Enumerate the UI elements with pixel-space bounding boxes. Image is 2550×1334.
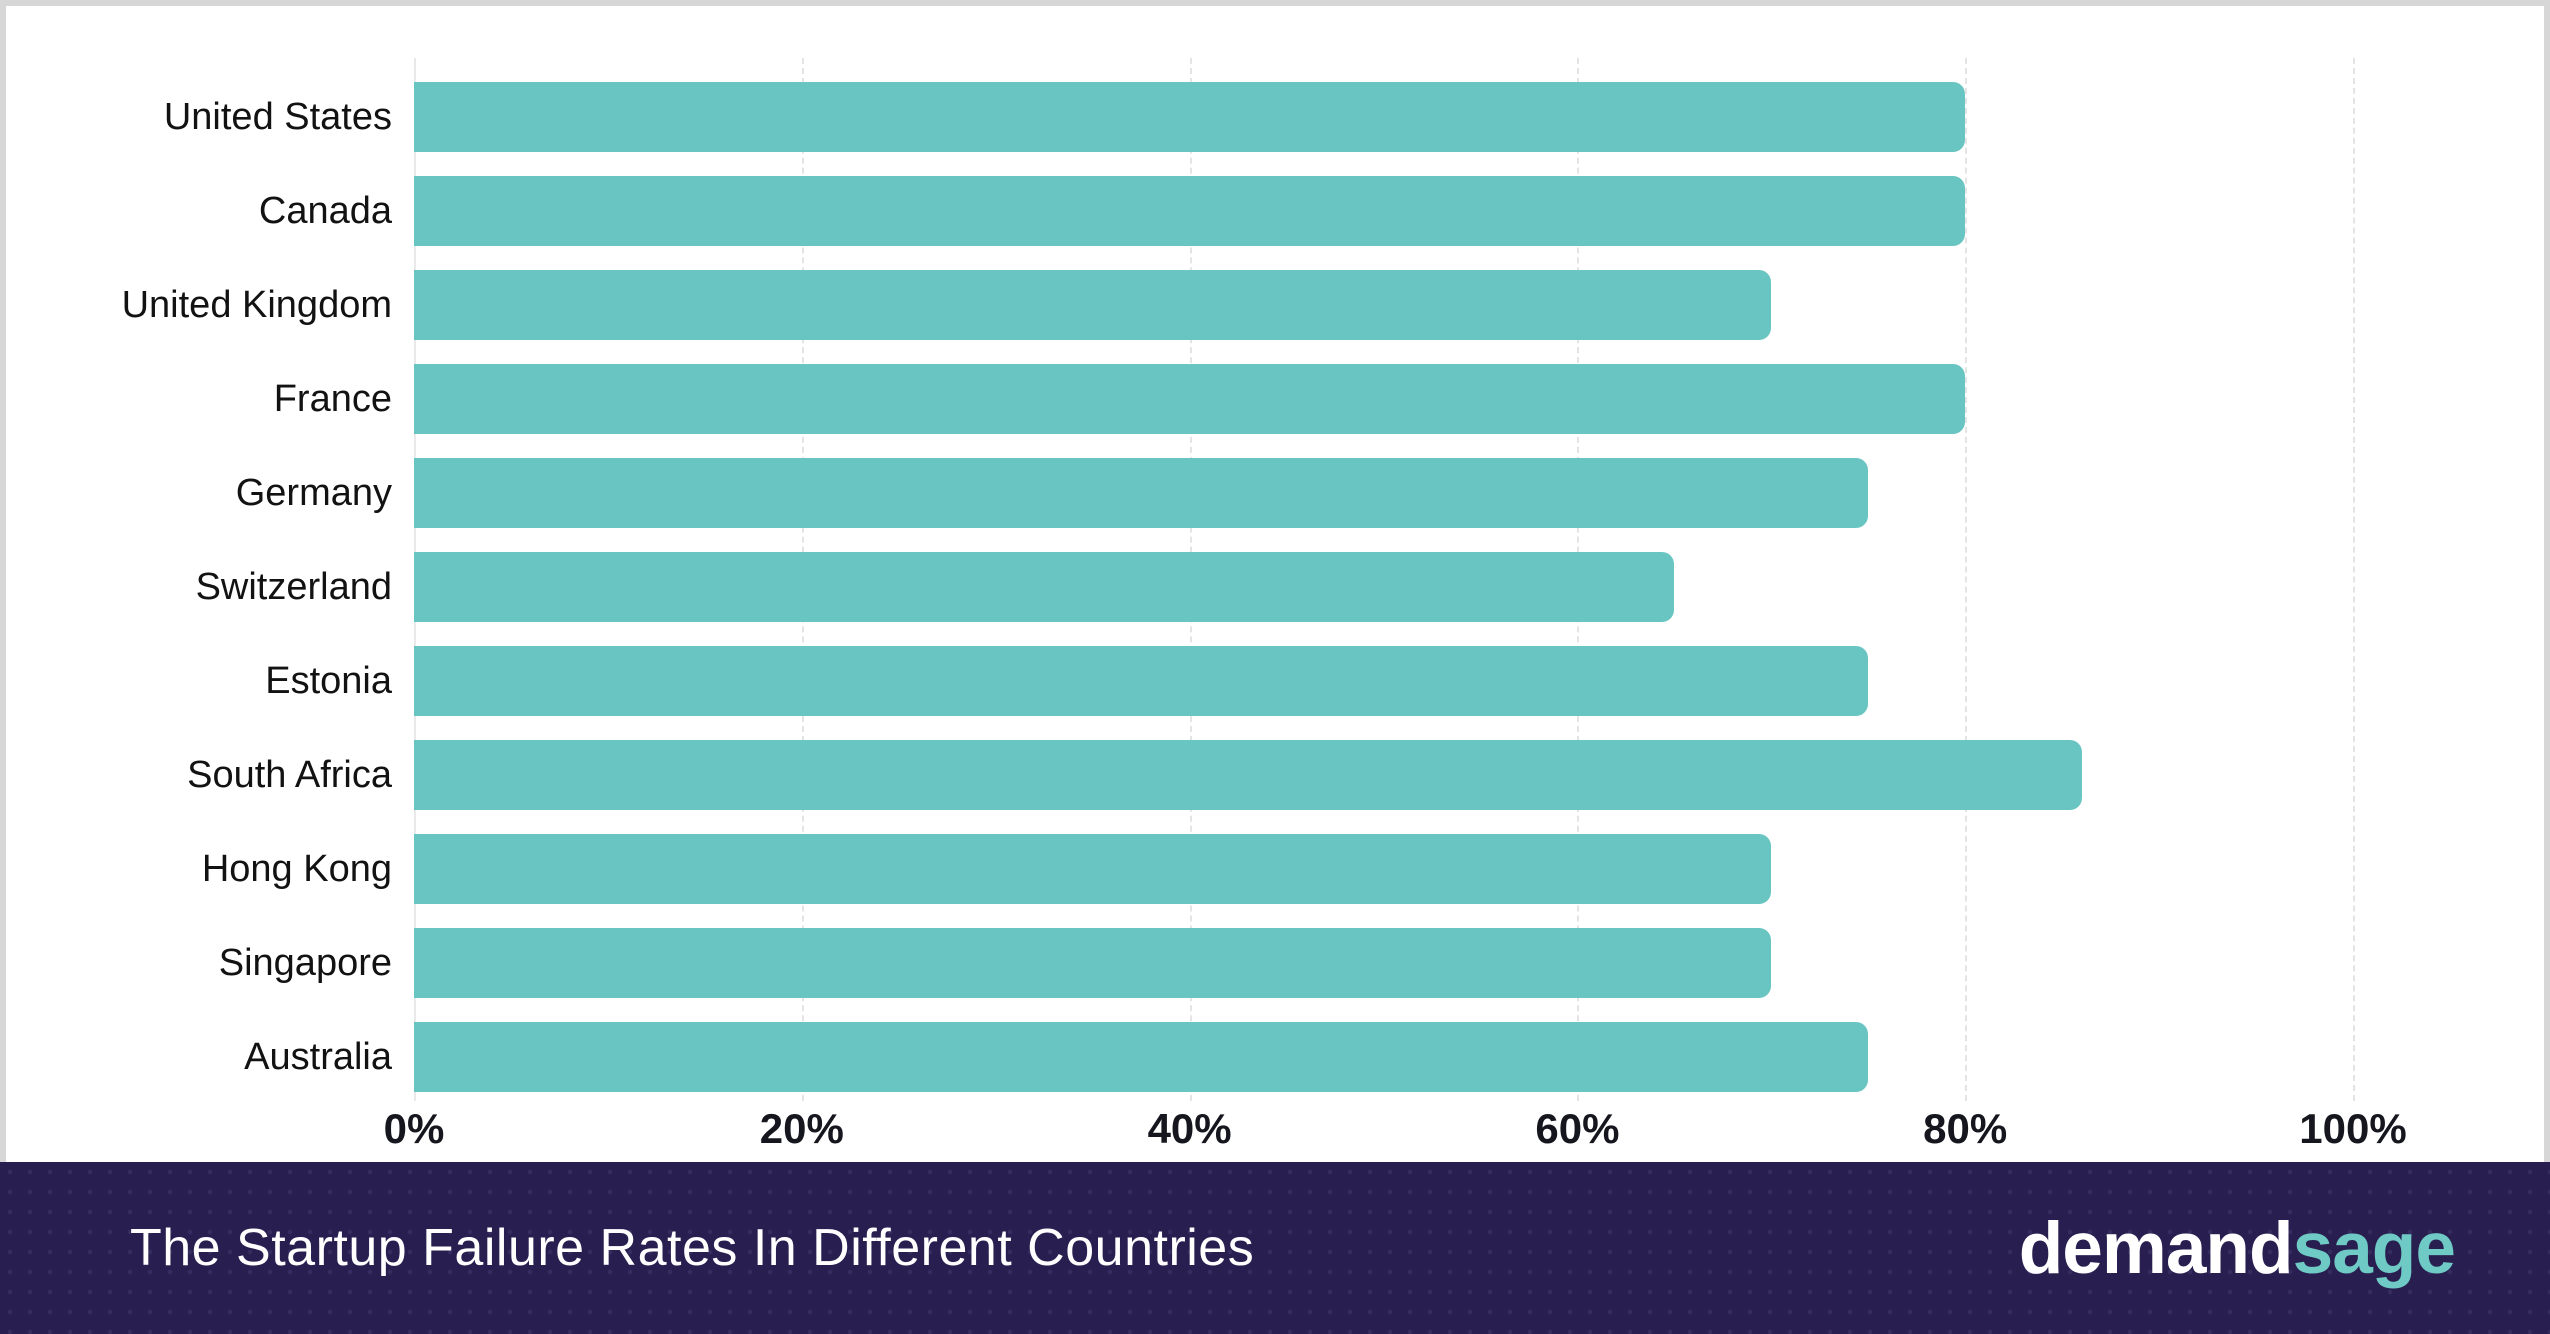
category-label: Singapore [218, 942, 392, 984]
x-tick-label: 60% [1535, 1105, 1620, 1152]
category-label: Estonia [265, 660, 392, 702]
logo-text-sage: sage [2292, 1207, 2456, 1289]
category-label: Canada [258, 190, 392, 232]
bar-track [414, 552, 2544, 622]
bar[interactable] [414, 928, 1771, 998]
bar-track [414, 1022, 2544, 1092]
demandsage-logo: demandsage [2019, 1212, 2456, 1285]
bar-track [414, 176, 2544, 246]
bar-track [414, 458, 2544, 528]
gridline-80 [1965, 58, 1968, 1101]
x-tick-label: 80% [1923, 1105, 2008, 1152]
bar-track [414, 928, 2544, 998]
chart-panel: United States Canada United Kingdom France G… [6, 6, 2544, 1162]
chart-row: United States [6, 70, 2544, 164]
chart-row: Estonia [6, 634, 2544, 728]
bar[interactable] [414, 646, 1868, 716]
gridline-100 [2353, 58, 2355, 1101]
bar[interactable] [414, 458, 1868, 528]
x-tick-label: 0% [383, 1105, 445, 1152]
bar[interactable] [414, 82, 1965, 152]
x-tick-label: 20% [759, 1105, 844, 1152]
chart-row: United Kingdom [6, 258, 2544, 352]
bar[interactable] [414, 740, 2082, 810]
category-label: France [273, 378, 392, 420]
chart-row: France [6, 352, 2544, 446]
chart-row: Singapore [6, 916, 2544, 1010]
bar-track [414, 740, 2544, 810]
chart-row: Hong Kong [6, 822, 2544, 916]
chart-rows: United States Canada United Kingdom France G… [6, 70, 2544, 1104]
bar-track [414, 834, 2544, 904]
bar-track [414, 82, 2544, 152]
category-label: Germany [235, 472, 392, 514]
bar[interactable] [414, 834, 1771, 904]
category-label: Hong Kong [201, 848, 392, 890]
chart-row: Germany [6, 446, 2544, 540]
bar[interactable] [414, 270, 1771, 340]
chart-row: Australia [6, 1010, 2544, 1104]
category-label: Australia [244, 1036, 392, 1078]
bar[interactable] [414, 552, 1674, 622]
bar[interactable] [414, 364, 1965, 434]
chart-row: Switzerland [6, 540, 2544, 634]
bar-track [414, 364, 2544, 434]
category-label: United States [163, 96, 392, 138]
chart-row: South Africa [6, 728, 2544, 822]
footer: The Startup Failure Rates In Different C… [0, 1162, 2550, 1334]
category-label: United Kingdom [121, 284, 392, 326]
category-label: Switzerland [195, 566, 392, 608]
x-tick-label: 100% [2299, 1105, 2407, 1152]
bar[interactable] [414, 1022, 1868, 1092]
logo-text-demand: demand [2018, 1207, 2294, 1289]
bar[interactable] [414, 176, 1965, 246]
bar-track [414, 270, 2544, 340]
chart-row: Canada [6, 164, 2544, 258]
chart-title: The Startup Failure Rates In Different C… [130, 1219, 1255, 1277]
bar-track [414, 646, 2544, 716]
x-tick-label: 40% [1147, 1105, 1232, 1152]
category-label: South Africa [187, 754, 392, 796]
